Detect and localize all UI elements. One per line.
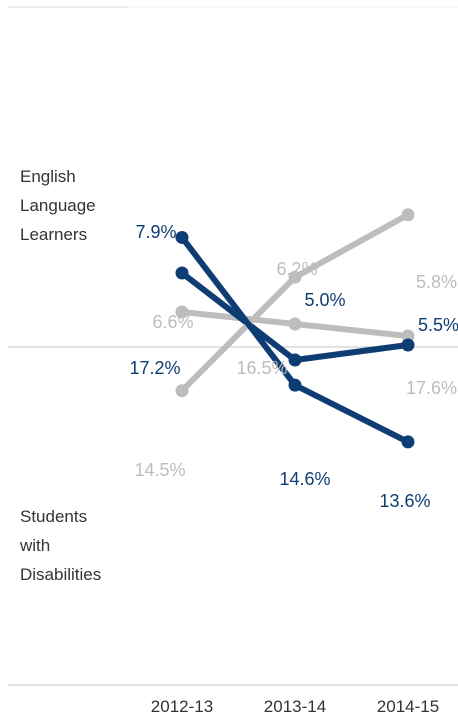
panel-label-line: Students (20, 507, 87, 526)
highlight-data-label: 14.6% (279, 469, 330, 489)
highlight-data-label: 13.6% (379, 491, 430, 511)
highlight-data-point (175, 230, 189, 244)
x-tick-label: 2012-13 (151, 697, 213, 716)
x-tick-label: 2014-15 (377, 697, 439, 716)
comparison-data-point (401, 329, 415, 343)
comparison-data-point (288, 317, 302, 331)
panel-label-line: Learners (20, 225, 87, 244)
highlight-data-point (401, 435, 415, 449)
x-tick-label: 2013-14 (264, 697, 326, 716)
comparison-data-label: 17.6% (406, 378, 457, 398)
comparison-data-point (288, 270, 302, 284)
comparison-data-label: 14.5% (134, 460, 185, 480)
comparison-data-point (175, 384, 189, 398)
comparison-data-point (175, 305, 189, 319)
panel-label-line: with (19, 536, 50, 555)
comparison-data-label: 6.2% (276, 259, 317, 279)
highlight-data-point (288, 378, 302, 392)
highlight-data-label: 17.2% (129, 358, 180, 378)
comparison-data-point (401, 208, 415, 222)
panel-label-line: English (20, 167, 76, 186)
highlight-data-point (175, 266, 189, 280)
panel-label-line: Language (20, 196, 96, 215)
comparison-data-label: 16.5% (236, 358, 287, 378)
panel-label-line: Disabilities (20, 565, 101, 584)
highlight-data-point (288, 353, 302, 367)
highlight-data-point (401, 338, 415, 352)
highlight-data-label: 5.0% (304, 290, 345, 310)
comparison-data-label: 6.6% (152, 312, 193, 332)
comparison-data-label: 5.8% (416, 272, 457, 292)
highlight-data-label: 5.5% (418, 315, 458, 335)
highlight-data-label: 7.9% (135, 222, 176, 242)
